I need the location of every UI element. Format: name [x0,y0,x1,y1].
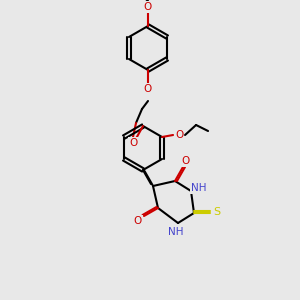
Text: O: O [175,130,183,140]
Text: O: O [144,2,152,12]
Text: O: O [144,84,152,94]
Text: O: O [182,156,190,166]
Text: NH: NH [191,183,207,193]
Text: S: S [213,207,220,217]
Text: O: O [129,138,137,148]
Text: O: O [134,216,142,226]
Text: NH: NH [168,227,184,237]
